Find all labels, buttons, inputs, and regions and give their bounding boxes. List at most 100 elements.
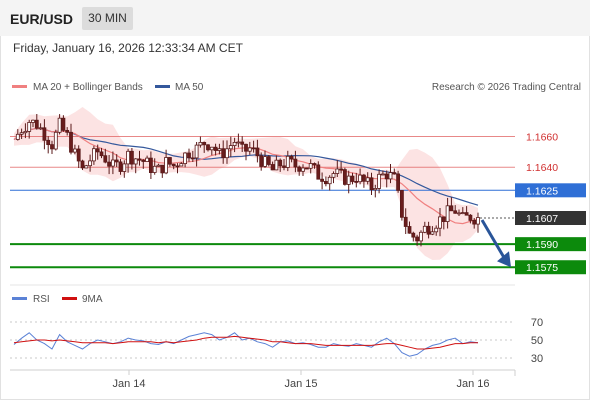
ma20-legend-label: MA 20 + Bollinger Bands <box>33 82 143 93</box>
candle-body <box>350 175 355 182</box>
candle-body <box>274 159 279 171</box>
candle-body <box>339 168 344 171</box>
x-axis-label: Jan 15 <box>284 378 317 390</box>
candle-body <box>346 175 351 185</box>
candle-body <box>80 160 85 169</box>
rsi-path <box>13 332 479 357</box>
candle-body <box>160 164 165 174</box>
candle-body <box>194 144 199 159</box>
candle-body <box>403 216 408 227</box>
candle-body <box>232 141 237 146</box>
candle-body <box>118 161 123 172</box>
ma50-legend-swatch <box>155 85 170 88</box>
candle-body <box>167 157 172 165</box>
candle-body <box>34 119 39 129</box>
candle-body <box>65 129 70 133</box>
candle-body <box>92 148 96 162</box>
candle-body <box>183 152 188 165</box>
candle-body <box>99 151 104 157</box>
current-price-tag <box>515 211 586 225</box>
timestamp: Friday, January 16, 2026 12:33:34 AM CET <box>13 41 243 55</box>
credit-label: Research © 2026 Trading Central <box>432 82 581 93</box>
candle-body <box>95 148 100 153</box>
rsi-ma-line <box>13 335 478 350</box>
pivot-level-tag <box>515 183 586 198</box>
forecast-arrow-head <box>497 251 511 268</box>
candle-body <box>38 127 43 130</box>
candle-body <box>57 117 62 133</box>
rsi-ma-legend-label: 9MA <box>82 294 103 305</box>
candle-body <box>476 217 480 225</box>
candle-body <box>289 155 294 160</box>
candle-body <box>19 132 24 135</box>
candle-body <box>137 158 142 161</box>
candle-body <box>369 177 374 191</box>
candle-body <box>111 159 115 167</box>
candle-body <box>209 146 214 151</box>
candle-body <box>251 147 256 150</box>
rsi-tick-label: 30 <box>531 353 543 365</box>
pivot-level-label: 1.1625 <box>526 185 558 197</box>
support-level-tag <box>515 237 586 252</box>
candle-body <box>247 147 252 152</box>
candle-body <box>42 127 47 141</box>
candle-body <box>15 133 20 140</box>
candle-body <box>187 152 191 159</box>
support-level-label: 1.1575 <box>526 262 558 274</box>
candle-body <box>228 145 233 150</box>
bollinger-band-area <box>14 107 478 260</box>
candle-body <box>23 130 28 134</box>
candle-body <box>259 155 264 167</box>
candle-body <box>263 156 267 167</box>
candle-body <box>464 212 469 216</box>
candle-body <box>388 172 393 180</box>
timeframe-button[interactable]: 30 MIN <box>82 7 133 30</box>
candle-body <box>285 155 290 168</box>
candle-body <box>148 157 153 174</box>
candles <box>15 114 480 247</box>
candle-body <box>354 180 359 183</box>
candle-body <box>438 216 442 229</box>
candle-body <box>308 163 313 169</box>
candle-body <box>141 159 146 162</box>
candle-body <box>293 158 298 168</box>
candle-body <box>202 141 207 146</box>
candle-body <box>419 231 423 242</box>
forecast-arrow-shaft <box>480 219 507 260</box>
candle-body <box>133 158 138 165</box>
candle-body <box>46 139 51 146</box>
candle-body <box>266 156 271 165</box>
candle-body <box>304 167 309 170</box>
candle-body <box>434 227 439 233</box>
candle-body <box>445 205 450 223</box>
candle-body <box>236 141 241 144</box>
candle-body <box>84 165 89 169</box>
rsi-tick-label: 50 <box>531 335 543 347</box>
candle-body <box>53 131 58 150</box>
candle-body <box>225 148 229 159</box>
candle-body <box>282 165 286 168</box>
candle-body <box>69 131 73 153</box>
candle-body <box>312 163 317 166</box>
rsi-ma-path <box>13 335 478 350</box>
candle-body <box>240 141 245 145</box>
candle-body <box>73 148 77 153</box>
resistance-level-label: 1.1660 <box>526 131 558 143</box>
candle-body <box>206 144 210 151</box>
candle-body <box>415 236 420 242</box>
candle-body <box>396 173 401 191</box>
candle-body <box>156 164 161 167</box>
candle-body <box>103 155 108 163</box>
candle-body <box>190 157 195 160</box>
candle-body <box>122 163 127 172</box>
candle-body <box>323 180 328 185</box>
candle-body <box>327 176 332 185</box>
candle-body <box>392 172 397 175</box>
candle-body <box>278 159 283 167</box>
candle-body <box>316 164 321 180</box>
rsi-legend-label: RSI <box>33 294 50 305</box>
candle-body <box>129 150 134 165</box>
candle-body <box>384 173 389 180</box>
